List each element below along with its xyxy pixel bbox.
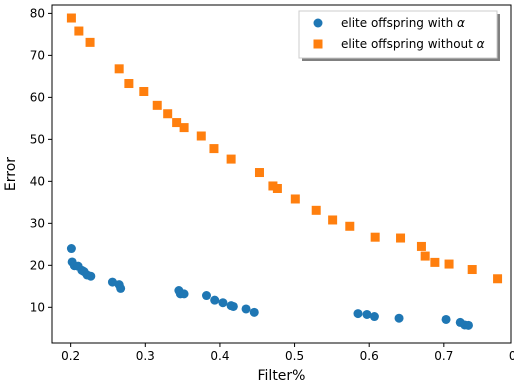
y-tick-label: 70: [30, 48, 45, 62]
data-point-square: [328, 215, 338, 225]
data-point-square: [345, 221, 355, 231]
data-point-square: [66, 13, 76, 23]
data-point-square: [370, 232, 380, 242]
legend-label-with-alpha-symbol: α: [457, 16, 465, 30]
data-point-square: [493, 274, 503, 284]
data-point-square: [124, 79, 134, 89]
y-tick-label: 30: [30, 216, 45, 230]
y-tick-label: 60: [30, 90, 45, 104]
legend-label-with-alpha-text: elite offspring with: [341, 16, 457, 30]
series-without-alpha: [66, 13, 503, 284]
legend-label-without-alpha-symbol: α: [477, 37, 485, 51]
legend: elite offspring with α elite offspring w…: [298, 10, 500, 61]
data-point-circle: [66, 244, 76, 254]
data-point-square: [272, 183, 282, 193]
data-point-square: [420, 251, 430, 261]
data-points: [66, 13, 503, 330]
data-point-square: [172, 118, 182, 128]
y-tick-label: 10: [30, 300, 45, 314]
data-point-square: [74, 26, 84, 36]
data-point-circle: [218, 298, 228, 308]
legend-label-without-alpha-text: elite offspring without: [341, 37, 477, 51]
x-tick-label: 0.5: [285, 349, 304, 363]
data-point-square: [311, 205, 321, 215]
data-point-square: [209, 144, 219, 154]
data-point-circle: [362, 309, 372, 319]
data-point-square: [444, 259, 454, 269]
data-point-square: [254, 168, 264, 178]
data-point-square: [467, 265, 477, 275]
data-point-square: [139, 86, 149, 96]
data-point-square: [152, 100, 162, 110]
legend-marker-with-alpha: [313, 18, 323, 28]
axis-ticks: 0.2 0.3 0.4 0.5 0.6 0.7 0.8 10 20 30 40 50 60 70 80: [30, 6, 514, 363]
y-tick-label: 80: [30, 6, 45, 20]
y-tick-label: 40: [30, 174, 45, 188]
y-axis-label: Error: [3, 157, 19, 191]
data-point-circle: [201, 291, 211, 301]
data-point-circle: [441, 314, 451, 324]
data-point-square: [114, 64, 124, 74]
y-tick-label: 50: [30, 132, 45, 146]
legend-box: [298, 10, 498, 59]
data-point-circle: [116, 283, 126, 293]
data-point-circle: [86, 271, 96, 281]
data-point-circle: [179, 289, 189, 299]
x-tick-label: 0.4: [210, 349, 229, 363]
data-point-circle: [241, 304, 251, 314]
x-tick-label: 0.7: [434, 349, 453, 363]
data-point-square: [396, 233, 406, 243]
legend-marker-without-alpha: [313, 39, 323, 49]
data-point-circle: [353, 309, 363, 319]
y-tick-label: 20: [30, 258, 45, 272]
data-point-square: [179, 123, 189, 133]
data-point-square: [226, 154, 236, 164]
legend-label-with-alpha: elite offspring with α: [341, 16, 465, 30]
series-with-alpha: [66, 244, 473, 330]
data-point-circle: [369, 312, 379, 322]
data-point-square: [196, 131, 206, 141]
legend-label-without-alpha: elite offspring without α: [341, 37, 485, 51]
x-tick-label: 0.2: [61, 349, 80, 363]
plot-frame: [51, 4, 512, 344]
x-tick-label: 0.3: [136, 349, 155, 363]
data-point-circle: [210, 295, 220, 305]
data-point-circle: [249, 307, 259, 317]
data-point-circle: [228, 301, 238, 311]
data-point-square: [416, 241, 426, 251]
data-point-square: [430, 257, 440, 267]
data-point-circle: [463, 320, 473, 330]
data-point-square: [290, 194, 300, 204]
x-axis-label: Filter%: [258, 368, 306, 384]
data-point-square: [163, 109, 173, 119]
data-point-square: [85, 37, 95, 47]
data-point-circle: [394, 313, 404, 323]
x-tick-label: 0.8: [509, 349, 514, 363]
x-tick-label: 0.6: [360, 349, 379, 363]
